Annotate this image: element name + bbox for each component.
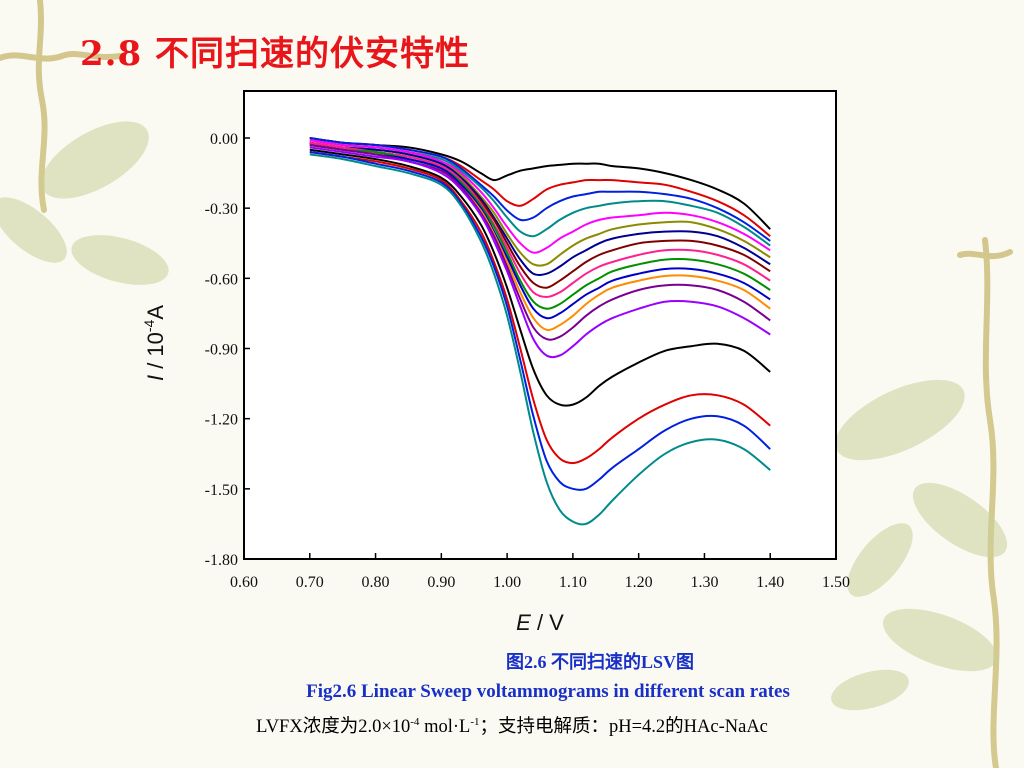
series-line-17 <box>309 151 771 491</box>
series-line-14 <box>309 146 771 359</box>
x-tick-label: 1.20 <box>625 574 653 591</box>
figure-caption-en: Fig2.6 Linear Sweep voltammograms in dif… <box>306 681 790 702</box>
series-line-5 <box>309 139 771 254</box>
series-line-1 <box>309 137 771 230</box>
series-layer <box>309 137 771 526</box>
leaf-decoration <box>0 121 1008 711</box>
series-line-16 <box>309 151 771 465</box>
y-tick-label: 0.00 <box>210 131 238 148</box>
x-axis-label: E / V <box>516 610 564 635</box>
x-tick-label: 0.60 <box>230 574 258 591</box>
series-line-3 <box>309 137 771 242</box>
y-tick-label: -1.50 <box>205 482 238 499</box>
y-tick-label: -1.20 <box>205 412 238 429</box>
y-tick-label: -0.30 <box>205 201 238 218</box>
x-tick-label: 1.30 <box>690 574 718 591</box>
y-axis-label: I / 10-4A <box>141 305 168 381</box>
x-tick-label: 1.10 <box>559 574 587 591</box>
x-tick-label: 1.40 <box>756 574 784 591</box>
series-line-4 <box>309 139 771 247</box>
series-line-13 <box>309 144 771 341</box>
series-line-11 <box>309 144 771 320</box>
series-line-18 <box>309 153 771 526</box>
ticks-layer: 0.60 0.70 0.80 0.90 1.00 1.10 1.20 1.30 1.40 1.50… <box>205 131 850 591</box>
slide-title: 2.8 不同扫速的伏安特性 <box>80 34 470 74</box>
series-line-15 <box>309 148 771 407</box>
series-line-9 <box>309 141 771 298</box>
y-tick-label: -0.90 <box>205 342 238 359</box>
x-tick-label: 1.50 <box>822 574 850 591</box>
x-tick-label: 0.70 <box>296 574 324 591</box>
series-line-7 <box>309 141 771 277</box>
y-tick-label: -0.60 <box>205 271 238 288</box>
experimental-conditions: LVFX浓度为2.0×10-4 mol·L-1；支持电解质：pH=4.2的HAc… <box>256 715 768 737</box>
y-tick-label: -1.80 <box>205 552 238 569</box>
figure-caption-cn: 图2.6 不同扫速的LSV图 <box>505 652 694 672</box>
x-tick-label: 0.90 <box>427 574 455 591</box>
x-tick-label: 0.80 <box>362 574 390 591</box>
x-tick-label: 1.00 <box>493 574 521 591</box>
